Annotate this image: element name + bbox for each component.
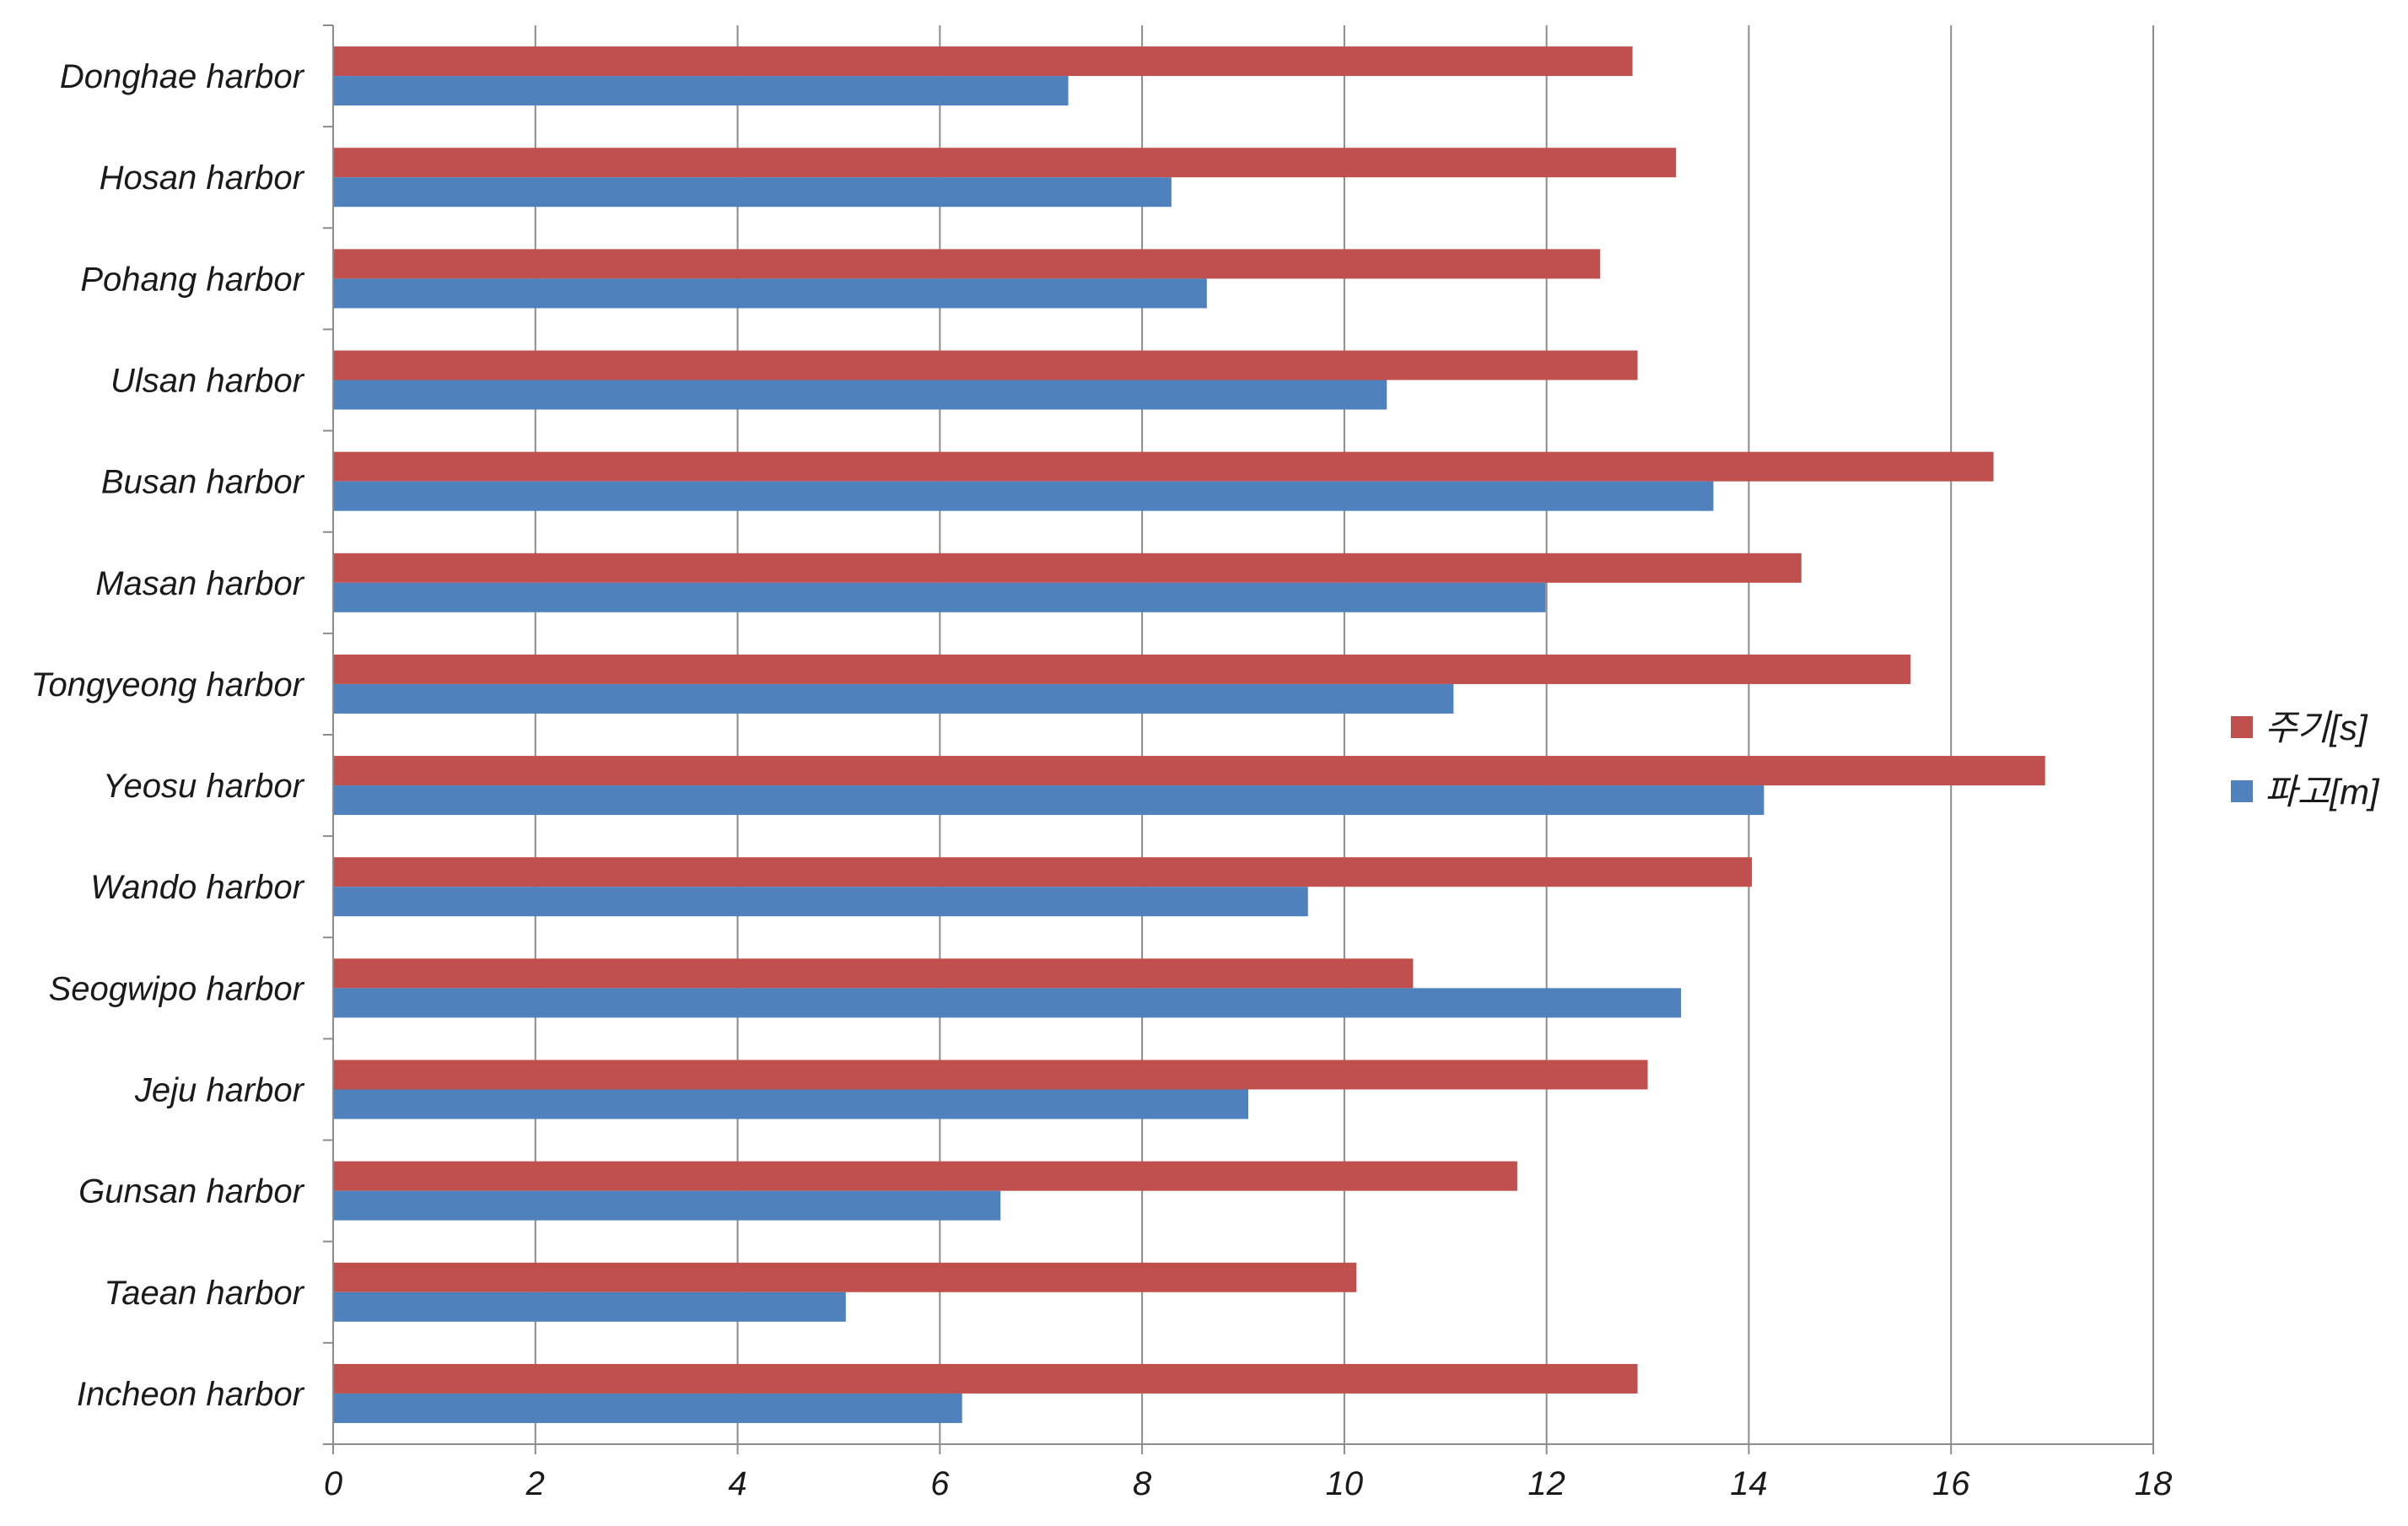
bar-period <box>333 451 1994 482</box>
bar-wave-height <box>333 76 1069 106</box>
bar-period <box>333 857 1753 887</box>
category-label: Seogwipo harbor <box>49 970 305 1007</box>
bar-wave-height <box>333 582 1546 612</box>
bar-period <box>333 553 1802 583</box>
bar-period <box>333 1060 1648 1090</box>
bar-wave-height <box>333 1190 1001 1221</box>
category-label: Donghae harbor <box>60 58 305 95</box>
category-label: Wando harbor <box>90 869 304 906</box>
bar-wave-height <box>333 785 1764 816</box>
bar-wave-height <box>333 1089 1248 1119</box>
x-tick-label: 18 <box>2135 1465 2173 1502</box>
bar-period <box>333 1161 1517 1191</box>
category-label: Busan harbor <box>101 464 305 501</box>
x-tick-label: 4 <box>728 1465 746 1502</box>
category-label: Tongyeong harbor <box>31 666 305 704</box>
category-label: Pohang harbor <box>80 261 304 298</box>
labels: 0 2 4 6 8 10 12 14 16 18 Donghae harbor Hosan harbo… <box>31 58 2173 1502</box>
bar-wave-height <box>333 380 1387 410</box>
category-label: Yeosu harbor <box>103 768 305 805</box>
gridlines <box>534 25 2154 1444</box>
bar-wave-height <box>333 1393 962 1423</box>
bar-wave-height <box>333 177 1172 208</box>
category-label: Ulsan harbor <box>110 363 305 400</box>
bars <box>333 46 2045 1423</box>
bar-period <box>333 756 2045 786</box>
legend-label: 파고[m] <box>2265 772 2380 812</box>
bar-period <box>333 1262 1357 1292</box>
legend-swatch <box>2231 780 2253 802</box>
category-label: Masan harbor <box>95 565 304 602</box>
category-label: Jeju harbor <box>134 1072 305 1109</box>
category-label: Taean harbor <box>105 1275 305 1312</box>
bar-wave-height <box>333 988 1682 1018</box>
bar-wave-height <box>333 481 1714 511</box>
x-tick-label: 8 <box>1133 1465 1152 1502</box>
legend-label: 주기[s] <box>2265 708 2368 747</box>
x-tick-label: 16 <box>1932 1465 1970 1502</box>
bar-period <box>333 654 1911 684</box>
bar-period <box>333 46 1633 77</box>
bar-period <box>333 249 1601 279</box>
legend: 주기[s] 파고[m] <box>2231 708 2380 812</box>
category-label: Incheon harbor <box>77 1376 305 1413</box>
category-label: Hosan harbor <box>100 159 305 197</box>
x-tick-label: 14 <box>1730 1465 1768 1502</box>
x-tick-label: 12 <box>1527 1465 1565 1502</box>
bar-period <box>333 958 1414 989</box>
x-tick-label: 2 <box>525 1465 545 1502</box>
bar-period <box>333 148 1677 178</box>
x-tick-label: 10 <box>1326 1465 1364 1502</box>
bar-wave-height <box>333 887 1308 917</box>
category-label: Gunsan harbor <box>78 1173 305 1211</box>
axes <box>323 24 2154 1454</box>
bar-period <box>333 350 1638 380</box>
bar-wave-height <box>333 278 1207 309</box>
legend-swatch <box>2231 716 2253 738</box>
bar-period <box>333 1363 1638 1394</box>
x-tick-label: 0 <box>324 1465 342 1502</box>
bar-wave-height <box>333 1291 846 1322</box>
bar-wave-height <box>333 683 1454 714</box>
x-tick-label: 6 <box>930 1465 950 1502</box>
